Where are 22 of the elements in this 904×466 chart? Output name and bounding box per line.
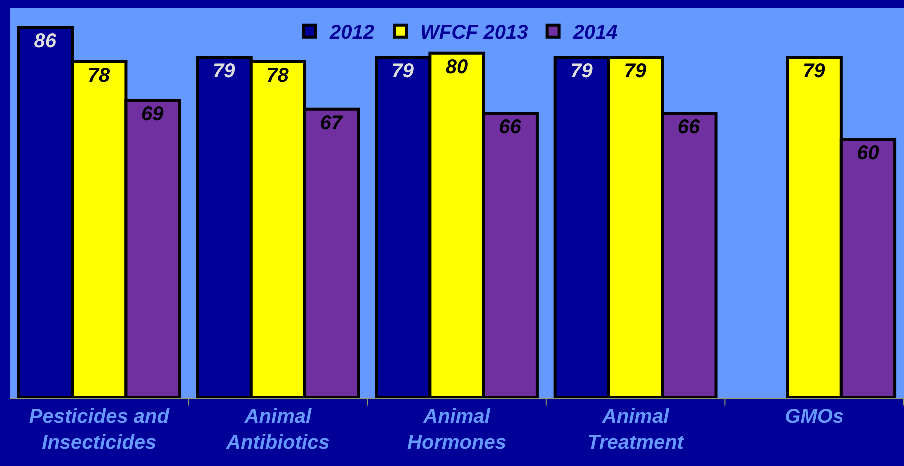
data-label: 79 [392,60,415,83]
x-tick-label: Animal Treatment [588,406,686,454]
data-label: 66 [678,116,701,139]
data-label: 78 [266,64,290,87]
data-label: 79 [624,60,648,83]
data-label: 78 [88,64,111,87]
legend-label: 2012 [329,22,374,44]
data-label: 79 [803,60,826,83]
data-label: 79 [570,60,594,83]
data-label: 66 [499,116,522,139]
data-label: 80 [446,56,468,78]
data-label: 69 [141,104,165,126]
legend-label: WFCF 2013 [420,22,528,44]
x-tick-label: Animal Hormones [408,406,506,454]
x-tick-label: Animal Antibiotics [226,406,330,454]
data-label: 60 [857,142,880,165]
data-label: 67 [320,112,344,134]
data-label: 79 [213,60,236,83]
data-label: 86 [34,30,58,52]
x-tick-label: Pesticides and Insecticides [29,406,170,454]
x-tick-label: GMOs [785,406,844,428]
legend-label: 2014 [572,22,618,44]
